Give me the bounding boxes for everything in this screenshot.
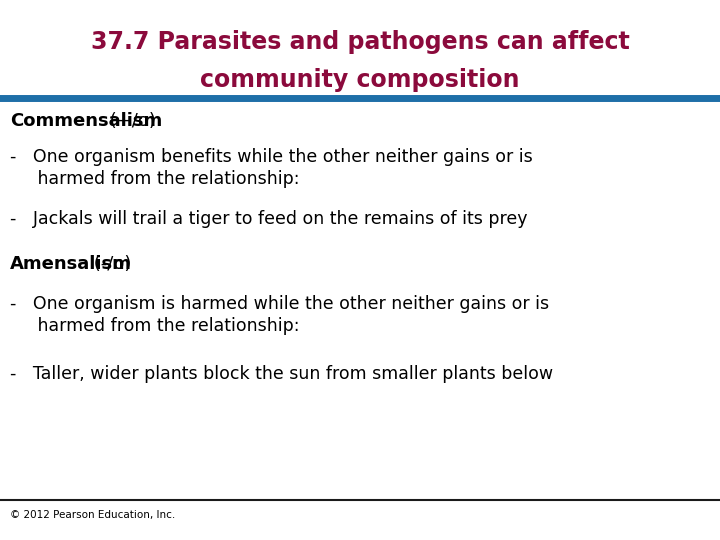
Text: community composition: community composition [200, 68, 520, 92]
Text: (-/o): (-/o) [88, 255, 131, 273]
Text: (+/o): (+/o) [104, 112, 156, 130]
Text: harmed from the relationship:: harmed from the relationship: [10, 170, 300, 188]
Text: 37.7 Parasites and pathogens can affect: 37.7 Parasites and pathogens can affect [91, 30, 629, 54]
Text: harmed from the relationship:: harmed from the relationship: [10, 317, 300, 335]
Text: -   One organism benefits while the other neither gains or is: - One organism benefits while the other … [10, 148, 533, 166]
Text: -   One organism is harmed while the other neither gains or is: - One organism is harmed while the other… [10, 295, 549, 313]
Text: -   Taller, wider plants block the sun from smaller plants below: - Taller, wider plants block the sun fro… [10, 365, 553, 383]
Text: © 2012 Pearson Education, Inc.: © 2012 Pearson Education, Inc. [10, 510, 175, 520]
Text: -   Jackals will trail a tiger to feed on the remains of its prey: - Jackals will trail a tiger to feed on … [10, 210, 528, 228]
Text: Commensalism: Commensalism [10, 112, 162, 130]
Text: Amensalism: Amensalism [10, 255, 132, 273]
